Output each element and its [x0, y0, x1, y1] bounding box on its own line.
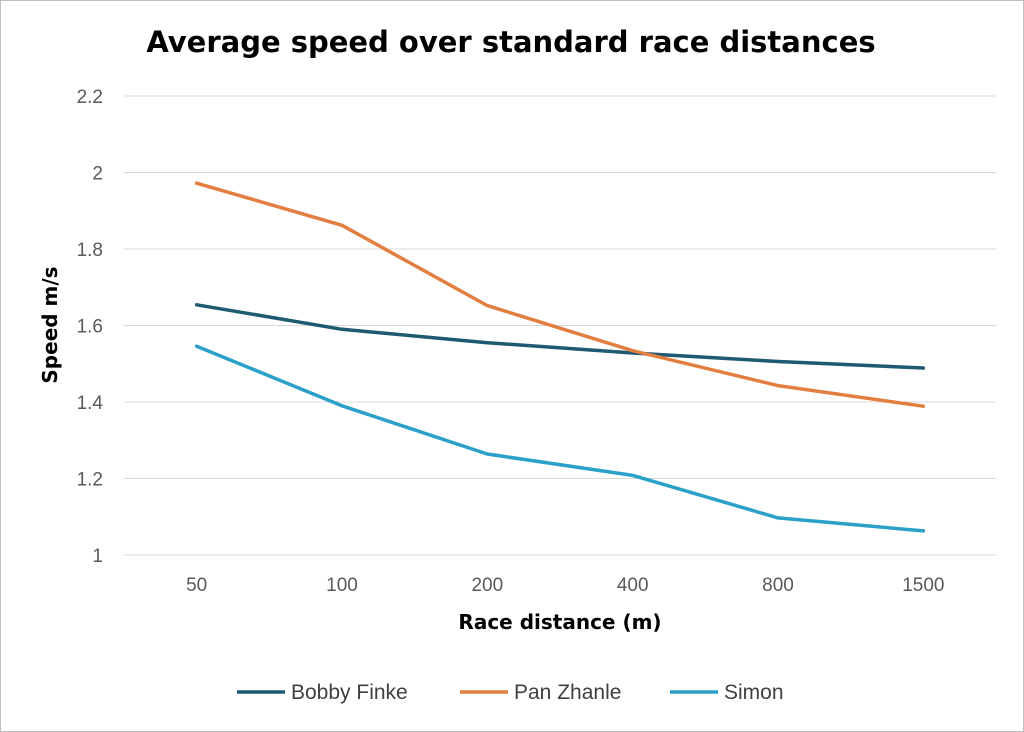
y-tick-label-1: 1 — [92, 546, 103, 567]
series-line-simon — [194, 344, 926, 533]
data-point-bobby-finke-100 — [340, 327, 344, 331]
x-tick-label-100: 100 — [326, 575, 358, 596]
y-tick-label-1-4: 1.4 — [77, 393, 104, 414]
x-tick-label-800: 800 — [762, 575, 794, 596]
data-point-pan-zhanle-100 — [340, 223, 344, 227]
x-tick-labels: 50 100 200 400 800 1500 — [186, 575, 944, 596]
legend-item-bobby-finke: Bobby Finke — [237, 681, 408, 704]
data-point-pan-zhanle-800 — [776, 383, 780, 388]
y-tick-label-1-6: 1.6 — [77, 317, 103, 338]
data-point-bobby-finke-1500 — [921, 366, 925, 370]
x-tick-label-1500: 1500 — [902, 575, 944, 596]
data-point-simon-400 — [631, 473, 635, 478]
data-point-bobby-finke-200 — [485, 341, 489, 345]
y-tick-labels: 1 1.2 1.4 1.6 1.8 2 2.2 — [77, 87, 104, 567]
gridlines — [124, 95, 996, 556]
data-point-pan-zhanle-200 — [485, 304, 489, 308]
data-point-simon-1500 — [921, 529, 925, 533]
series-line-bobby-finke — [194, 303, 926, 370]
series-line-pan-zhanle — [194, 181, 926, 408]
x-tick-label-400: 400 — [617, 575, 649, 596]
y-tick-label-2: 2 — [92, 164, 103, 185]
y-tick-label-2-2: 2.2 — [77, 87, 103, 108]
data-point-pan-zhanle-400 — [631, 349, 635, 353]
y-axis-title: Speed m/s — [38, 266, 62, 383]
chart-title: Average speed over standard race distanc… — [146, 25, 875, 59]
legend-label-bobby-finke: Bobby Finke — [291, 681, 408, 704]
y-tick-label-1-8: 1.8 — [77, 240, 103, 261]
data-point-simon-50 — [195, 344, 199, 348]
data-point-bobby-finke-800 — [776, 359, 780, 364]
x-tick-label-200: 200 — [471, 575, 503, 596]
legend-label-pan-zhanle: Pan Zhanle — [514, 681, 621, 704]
data-point-simon-100 — [340, 404, 344, 408]
data-point-pan-zhanle-50 — [195, 181, 199, 185]
legend: Bobby Finke Pan Zhanle Simon — [237, 681, 784, 704]
data-point-pan-zhanle-1500 — [921, 404, 925, 408]
legend-item-pan-zhanle: Pan Zhanle — [460, 681, 621, 704]
data-point-simon-200 — [485, 452, 489, 456]
data-point-simon-800 — [776, 516, 780, 520]
series-lines — [194, 181, 926, 533]
x-axis-title: Race distance (m) — [458, 610, 661, 634]
legend-item-simon: Simon — [670, 681, 784, 704]
legend-label-simon: Simon — [724, 681, 784, 704]
y-tick-label-1-2: 1.2 — [77, 470, 103, 491]
data-point-bobby-finke-50 — [195, 303, 199, 307]
x-tick-label-50: 50 — [186, 575, 207, 596]
